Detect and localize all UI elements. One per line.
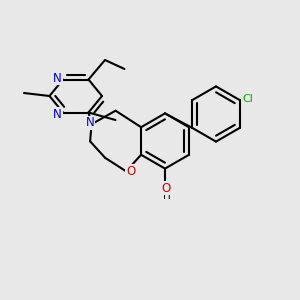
Text: N: N (53, 107, 62, 121)
Text: N: N (86, 116, 94, 129)
Text: Cl: Cl (242, 94, 253, 104)
Text: H: H (163, 190, 170, 201)
Text: O: O (126, 165, 135, 178)
Text: N: N (53, 71, 62, 85)
Text: O: O (162, 182, 171, 195)
